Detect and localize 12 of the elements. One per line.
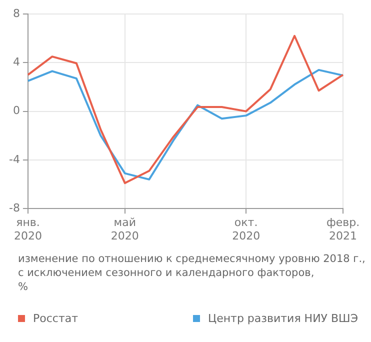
legend-label: Центр развития НИУ ВШЭ (208, 312, 358, 325)
x-tick-label: май 2020 (110, 216, 139, 242)
y-tick-label: -4 (9, 152, 20, 166)
y-tick-label: 0 (12, 104, 20, 118)
x-tick-label: окт. 2020 (232, 216, 260, 242)
y-tick-label: 8 (12, 6, 20, 20)
y-tick-label: 4 (12, 56, 20, 69)
y-tick-label: -8 (9, 201, 20, 214)
legend-label: Росстат (33, 312, 78, 325)
x-tick-label: февр. 2021 (326, 216, 360, 242)
text: изменение по отношению к среднемесячному уровню 2018 г., с исключением сезонного и календарного факторов, % (18, 252, 366, 294)
x-tick-label: янв. 2020 (14, 216, 42, 242)
